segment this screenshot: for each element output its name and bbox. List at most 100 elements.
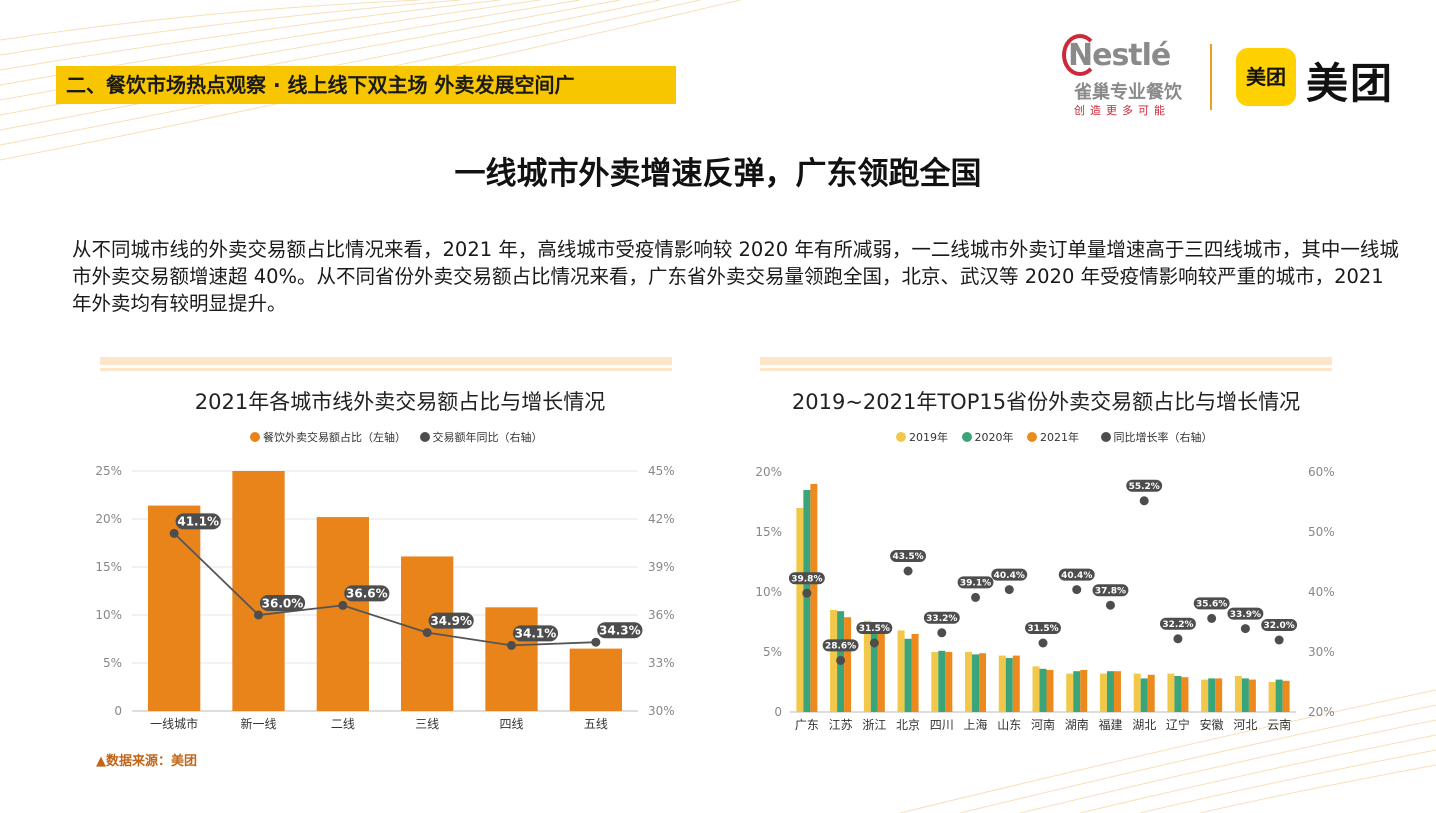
chart2-growth-point: [1038, 638, 1048, 648]
chart2-growth-label-bg: [1193, 597, 1230, 610]
chart2-ytick-right: 30%: [1308, 645, 1335, 659]
chart1-ytick-right: 42%: [648, 512, 675, 526]
chart2-growth-label-bg: [1159, 617, 1196, 630]
chart2-xtick: 广东: [795, 718, 819, 732]
chart2-growth-label: 35.6%: [1196, 600, 1227, 610]
chart2-bar-2019年: [1133, 673, 1141, 712]
chart2-growth-label: 32.0%: [1264, 621, 1295, 631]
chart1-growth-label-bg: [428, 612, 474, 629]
chart1-top-stripe: [100, 357, 672, 365]
chart1-xtick: 新一线: [240, 716, 276, 731]
chart2-bar-2021年: [1113, 671, 1121, 712]
chart1-bar: [148, 505, 201, 711]
chart1-bar: [316, 517, 369, 711]
chart2-bar-2021年: [877, 630, 885, 712]
chart1-growth-point: [422, 628, 432, 638]
chart2-bar-2019年: [897, 630, 905, 712]
chart2-growth-label: 31.5%: [859, 624, 890, 634]
chart1-ytick-left: 0: [114, 704, 122, 718]
chart2-bar-2019年: [1167, 673, 1175, 712]
page-title: 一线城市外卖增速反弹，广东领跑全国: [454, 156, 982, 192]
chart2-bar-2021年: [979, 653, 987, 712]
chart1-legend-line: 交易额年同比（右轴）: [419, 429, 543, 445]
chart2-growth-label-bg: [856, 622, 893, 634]
chart1-ytick-right: 36%: [648, 608, 675, 622]
chart1-legend-bar-label: 餐饮外卖交易额占比（左轴）: [263, 431, 406, 444]
chart2-top15-provinces: 0 5% 10% 15% 20% 20% 30% 40% 50% 60% 广东 江苏 浙江 北京 四川 上海山…: [755, 465, 1335, 732]
chart1-xtick: 五线: [584, 717, 608, 731]
chart2-bar-2020年: [803, 490, 811, 712]
chart1-growth-label-bg: [512, 625, 559, 642]
chart2-legend-growth: 同比增长率（右轴）: [1100, 429, 1213, 445]
chart2-xtick: 湖北: [1132, 717, 1156, 732]
chart2-growth-point: [1240, 624, 1250, 634]
chart2-growth-label: 37.8%: [1095, 586, 1126, 596]
chart2-xtick: 江苏: [829, 718, 853, 732]
chart1-bar: [232, 471, 285, 711]
chart1-bar: [569, 648, 622, 711]
chart2-bar-2019年: [830, 610, 838, 712]
chart2-bar-2020年: [1208, 678, 1216, 712]
chart2-growth-label-bg: [957, 576, 994, 589]
chart2-bar-2019年: [965, 652, 973, 712]
summary-paragraph: 从不同城市线的外卖交易额占比情况来看，2021 年，高线城市受疫情影响较 202…: [72, 238, 1399, 315]
chart1-growth-label: 34.9%: [430, 614, 472, 628]
chart2-growth-point: [1072, 585, 1082, 595]
chart1-title: 2021年各城市线外卖交易额占比与增长情况: [194, 390, 606, 414]
chart1-growth-label: 34.1%: [515, 627, 557, 641]
chart1-xtick: 三线: [415, 717, 439, 731]
chart2-legend-2020-label: 2020年: [974, 431, 1014, 444]
chart2-xtick: 上海: [964, 717, 988, 732]
chart2-bar-2021年: [810, 484, 818, 712]
chart2-growth-label-bg: [1092, 584, 1129, 597]
chart2-bar-2019年: [796, 508, 804, 712]
chart1-growth-label-bg: [597, 622, 643, 639]
chart1-legend-bar: 餐饮外卖交易额占比（左轴）: [250, 429, 406, 445]
brand-logos: Nestlé 雀巢专业餐饮 创造更多可能 美团 美团: [1060, 32, 1410, 122]
chart2-xtick: 四川: [930, 718, 954, 732]
chart2-growth-point: [869, 638, 879, 648]
chart2-xtick: 北京: [896, 718, 920, 732]
chart2-legend: 2019年 2020年 2021年 同比增长率（右轴）: [896, 429, 1223, 445]
chart1-ytick-right: 33%: [648, 656, 675, 670]
chart2-growth-label: 39.1%: [960, 579, 991, 589]
chart2-growth-label-bg: [991, 568, 1028, 581]
chart2-growth-label-bg: [1058, 568, 1095, 581]
chart2-ytick-right: 40%: [1308, 585, 1335, 599]
chart1-ytick-right: 39%: [648, 560, 675, 574]
chart2-bar-2020年: [972, 654, 980, 712]
nestle-slogan: 创造更多可能: [1074, 104, 1170, 117]
chart2-bar-2019年: [1066, 673, 1074, 712]
chart2-growth-label: 43.5%: [892, 552, 923, 562]
brand-divider: [1210, 44, 1212, 110]
chart1-ytick-right: 30%: [648, 704, 675, 718]
chart1-city-tier: 0 5% 10% 15% 20% 25% 30% 33% 36% 39% 42% 45% 一线城市 新一线…: [95, 464, 675, 731]
chart2-bar-2020年: [1005, 658, 1013, 712]
chart2-bar-2020年: [1073, 671, 1081, 712]
chart2-bar-2021年: [911, 634, 919, 712]
chart2-bar-2021年: [1147, 674, 1155, 712]
meituan-logo-badge: 美团: [1236, 48, 1296, 106]
chart1-ytick-left: 5%: [103, 656, 122, 670]
chart1-growth-label: 36.6%: [346, 587, 388, 601]
chart1-ytick-right: 45%: [648, 464, 675, 478]
chart1-growth-point: [338, 600, 348, 610]
chart2-bar-2019年: [1234, 676, 1242, 712]
chart1-bar: [485, 607, 538, 711]
chart2-bar-2019年: [863, 620, 871, 712]
chart1-xtick: 四线: [499, 717, 523, 731]
chart2-bar-2020年: [1241, 678, 1249, 712]
chart2-bar-2019年: [931, 652, 939, 712]
chart2-xtick: 福建: [1098, 717, 1122, 732]
chart2-legend-2019-label: 2019年: [909, 431, 948, 444]
chart2-bar-2021年: [1046, 670, 1054, 712]
chart2-growth-point: [836, 655, 846, 665]
chart1-growth-line: [173, 532, 596, 647]
chart2-growth-label-bg: [1025, 622, 1061, 634]
chart2-bar-2020年: [1106, 671, 1114, 712]
chart2-growth-label: 55.2%: [1129, 482, 1160, 492]
chart2-legend-2021-label: 2021年: [1040, 431, 1079, 444]
data-source: ▲数据来源：美团: [96, 754, 197, 769]
section-tag: 二、餐饮市场热点观察 · 线上线下双主场 外卖发展空间广: [56, 66, 676, 104]
chart1-growth-label-bg: [344, 585, 390, 602]
